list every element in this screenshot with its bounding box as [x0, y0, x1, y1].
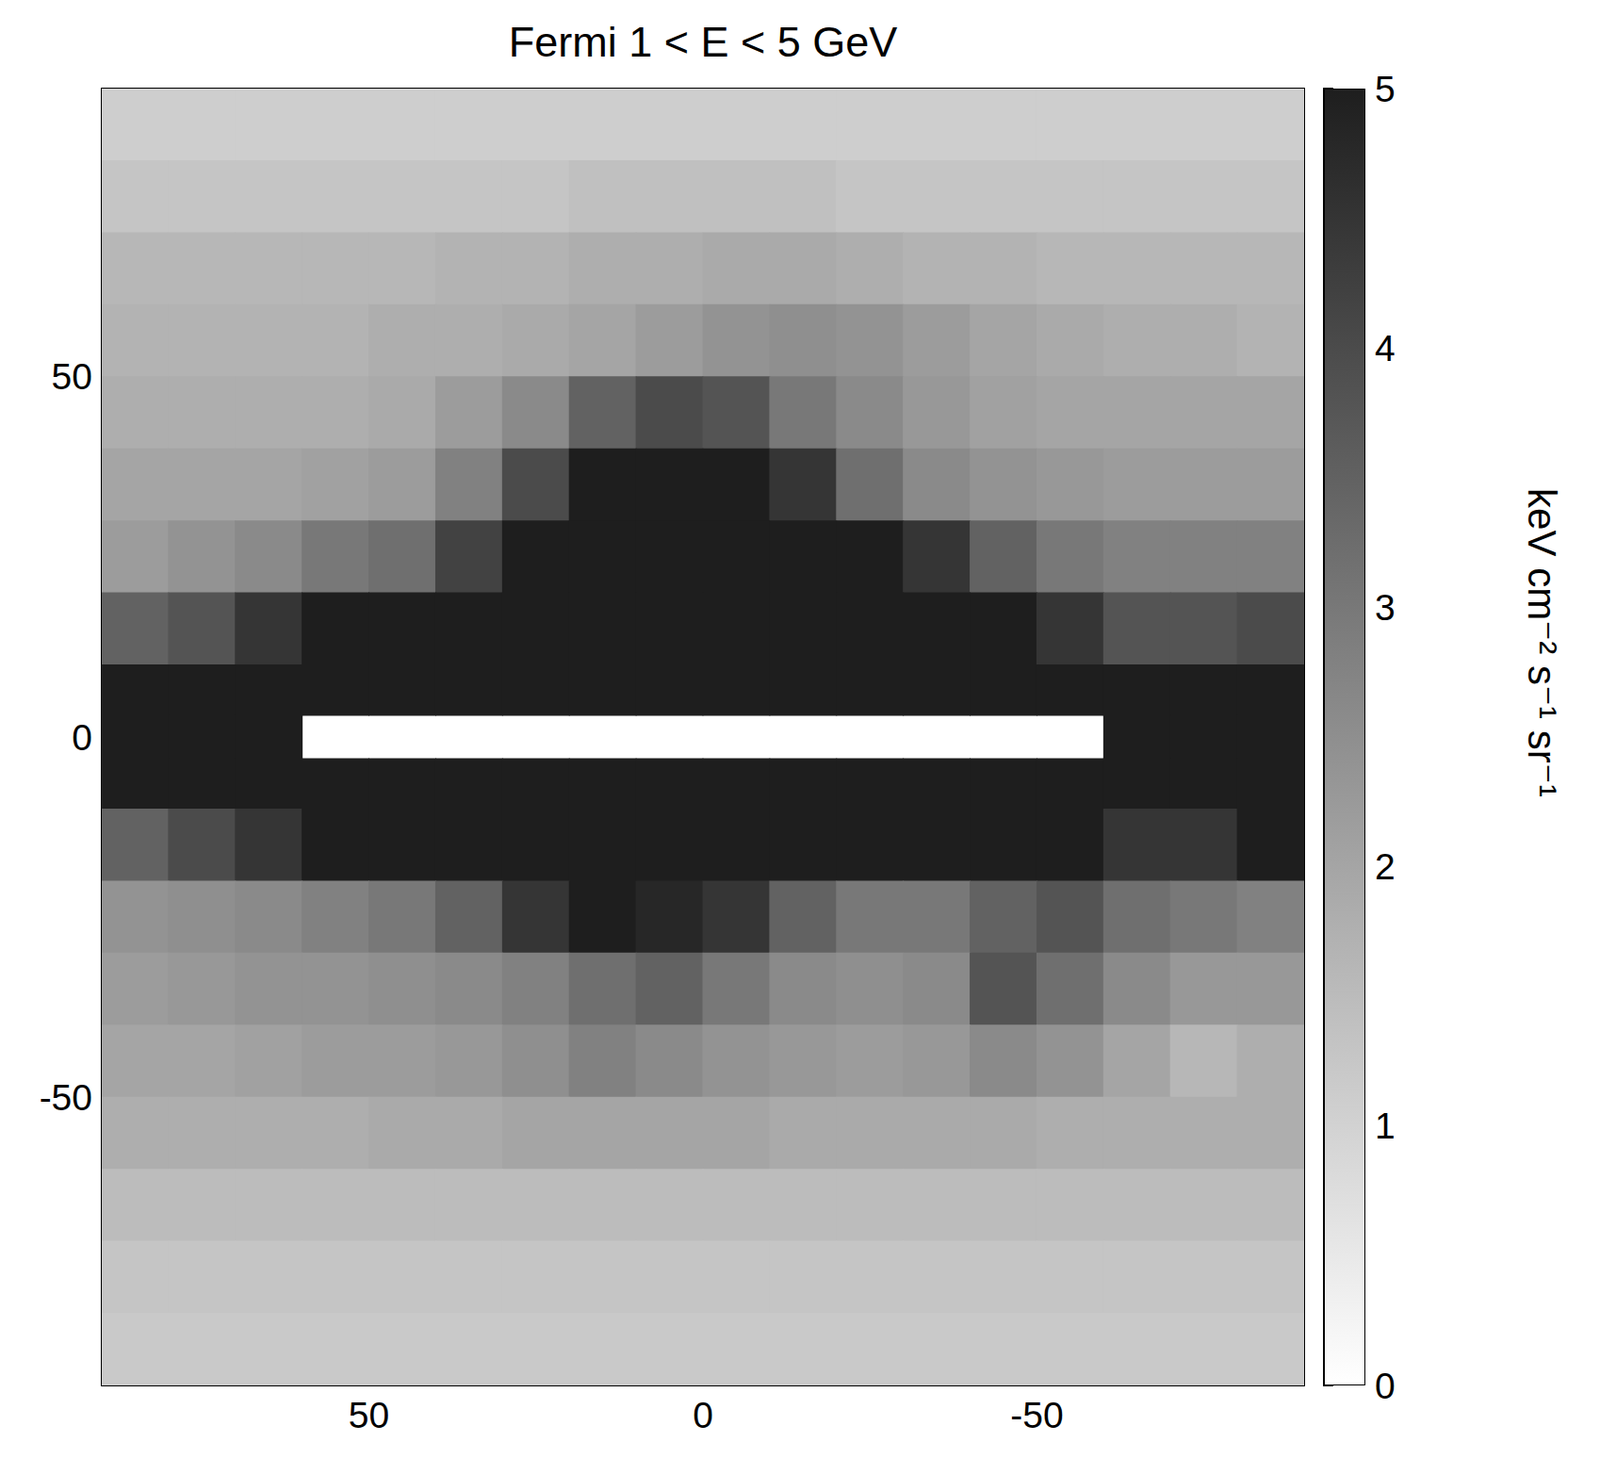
svg-text:5: 5 [1374, 68, 1396, 110]
svg-text:50: 50 [348, 1394, 390, 1436]
svg-text:keV cm⁻² s⁻¹ sr⁻¹: keV cm⁻² s⁻¹ sr⁻¹ [1519, 488, 1565, 798]
svg-text:0: 0 [1374, 1365, 1396, 1406]
svg-text:4: 4 [1374, 327, 1396, 369]
svg-text:Fermi 1 < E < 5 GeV: Fermi 1 < E < 5 GeV [508, 17, 898, 66]
svg-text:3: 3 [1374, 587, 1396, 628]
svg-text:-50: -50 [39, 1077, 93, 1118]
svg-text:1: 1 [1374, 1105, 1396, 1146]
svg-text:0: 0 [71, 717, 93, 758]
svg-text:-50: -50 [1010, 1394, 1063, 1436]
svg-text:0: 0 [692, 1394, 714, 1436]
svg-text:50: 50 [51, 356, 93, 397]
svg-text:2: 2 [1374, 846, 1396, 887]
